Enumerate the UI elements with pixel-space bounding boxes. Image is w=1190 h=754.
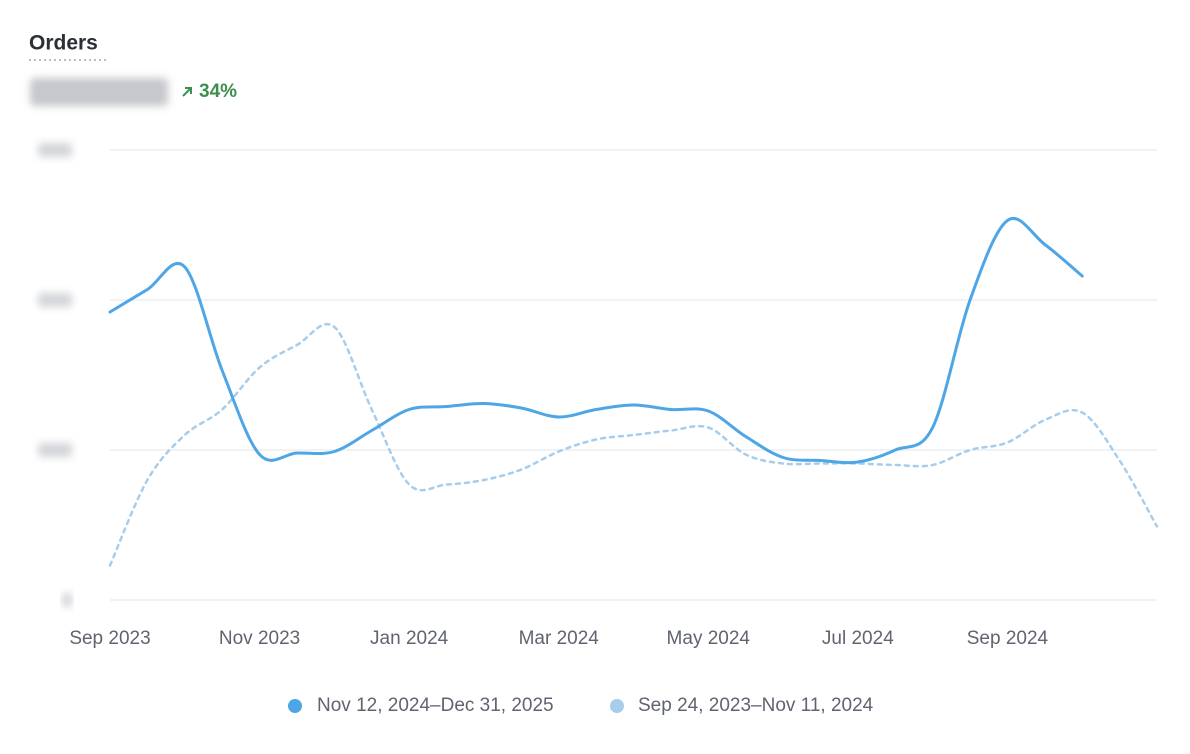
series-line xyxy=(108,217,1084,465)
blurred-tick xyxy=(62,593,72,607)
change-badge: 34% xyxy=(199,81,237,102)
blurred-tick xyxy=(38,443,72,457)
legend-swatch xyxy=(610,699,624,713)
x-tick-label: Jan 2024 xyxy=(370,628,449,649)
blurred-y-labels xyxy=(38,143,72,607)
blurred-tick xyxy=(38,293,72,307)
legend-label: Nov 12, 2024–Dec 31, 2025 xyxy=(317,695,554,716)
up-arrow xyxy=(182,87,192,97)
x-tick-label: Jul 2024 xyxy=(822,628,894,649)
legend-swatch xyxy=(288,699,302,713)
series-line xyxy=(108,323,1159,567)
x-tick-label: Mar 2024 xyxy=(519,628,600,649)
blurred-tick xyxy=(38,143,72,157)
blurred-total xyxy=(30,78,168,106)
x-tick-label: Nov 2023 xyxy=(219,628,300,649)
chart-title: Orders xyxy=(29,32,98,55)
x-tick-label: Sep 2023 xyxy=(69,628,150,649)
legend-label: Sep 24, 2023–Nov 11, 2024 xyxy=(638,695,874,716)
x-tick-label: May 2024 xyxy=(667,628,751,649)
x-tick-label: Sep 2024 xyxy=(967,628,1049,649)
